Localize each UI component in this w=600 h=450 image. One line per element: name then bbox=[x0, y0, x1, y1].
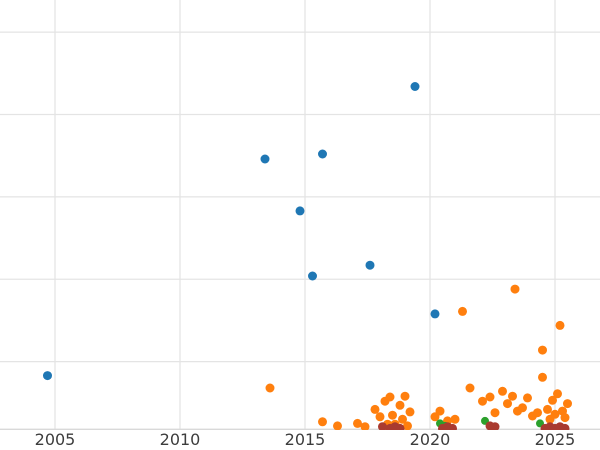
orange-series-point bbox=[403, 421, 412, 430]
orange-series-point bbox=[400, 391, 410, 401]
plot-area bbox=[0, 0, 600, 430]
orange-series-point bbox=[538, 372, 547, 382]
orange-series-point bbox=[388, 410, 397, 420]
blue-series-point bbox=[410, 82, 420, 91]
orange-series-point bbox=[498, 386, 507, 396]
x-tick-label: 2025 bbox=[534, 430, 576, 449]
orange-series-point bbox=[563, 399, 572, 409]
orange-series-point bbox=[370, 404, 380, 414]
orange-series-point bbox=[518, 403, 527, 413]
orange-series-point bbox=[560, 413, 570, 423]
orange-series-point bbox=[503, 399, 512, 409]
dark-red-series-point bbox=[395, 423, 405, 430]
blue-series-point bbox=[43, 371, 52, 381]
orange-series-point bbox=[385, 392, 395, 402]
orange-series-point bbox=[353, 418, 362, 428]
orange-series-point bbox=[510, 284, 520, 294]
x-tick-label: 2020 bbox=[409, 430, 451, 449]
orange-series-point bbox=[555, 320, 565, 330]
orange-series-point bbox=[533, 408, 542, 418]
orange-series-point bbox=[375, 412, 385, 422]
dark-red-series-point bbox=[378, 422, 387, 430]
orange-series-point bbox=[550, 409, 560, 419]
orange-series-point bbox=[478, 396, 487, 406]
dark-red-series-point bbox=[448, 423, 457, 430]
dark-red-series-point bbox=[560, 423, 570, 430]
orange-series-point bbox=[490, 408, 500, 418]
x-tick-label: 2015 bbox=[284, 430, 326, 449]
orange-series-point bbox=[318, 417, 327, 427]
orange-series-point bbox=[450, 414, 460, 424]
blue-series-point bbox=[430, 309, 440, 319]
orange-series-point bbox=[458, 306, 467, 316]
x-tick-label: 2010 bbox=[159, 430, 201, 449]
blue-series-point bbox=[295, 206, 305, 216]
blue-series-point bbox=[260, 154, 270, 164]
orange-series-point bbox=[333, 421, 342, 430]
blue-series-point bbox=[308, 271, 317, 281]
orange-series-point bbox=[395, 400, 405, 410]
orange-series-point bbox=[265, 383, 275, 393]
orange-series-point bbox=[548, 395, 557, 405]
orange-series-point bbox=[465, 383, 475, 393]
orange-series-point bbox=[360, 422, 370, 430]
orange-series-point bbox=[523, 393, 532, 403]
x-axis: 2005 2010 2015 2020 2025 bbox=[0, 428, 600, 450]
orange-series-point bbox=[405, 407, 415, 417]
orange-series-point bbox=[538, 345, 547, 355]
orange-series-point bbox=[485, 392, 495, 402]
dark-red-series-point bbox=[490, 422, 500, 430]
blue-series-point bbox=[365, 260, 375, 270]
orange-series-point bbox=[553, 389, 562, 399]
blue-series-point bbox=[318, 149, 327, 159]
x-tick-label: 2005 bbox=[34, 430, 76, 449]
orange-series-point bbox=[508, 391, 517, 401]
orange-series-point bbox=[435, 406, 445, 416]
orange-series-point bbox=[543, 404, 552, 414]
orange-series-point bbox=[398, 414, 407, 424]
